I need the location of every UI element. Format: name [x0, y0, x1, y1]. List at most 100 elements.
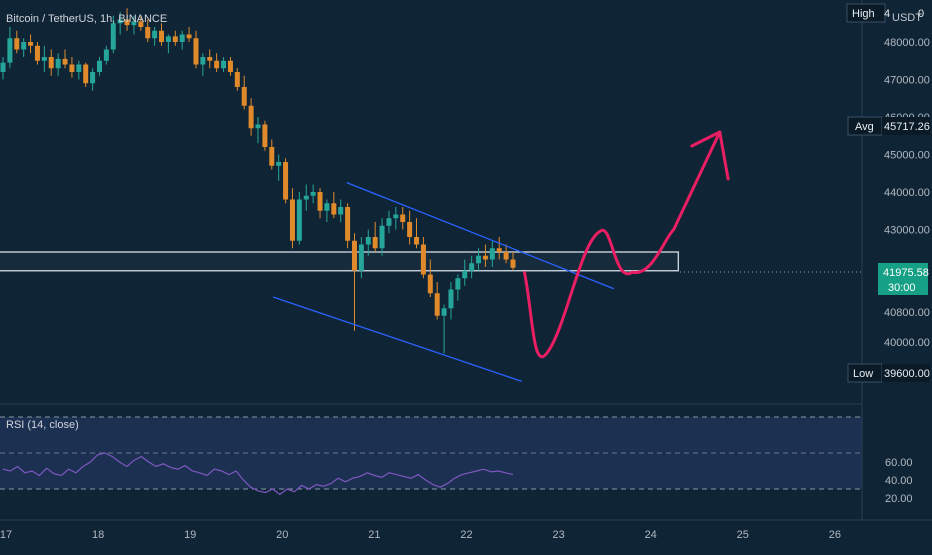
candle-body [496, 248, 502, 252]
candle-body [420, 244, 426, 275]
candle-body [138, 21, 144, 27]
candle-body [482, 255, 488, 260]
price-tick-label: 48000.00 [884, 37, 930, 49]
rsi-tick-label: 60.00 [885, 457, 913, 469]
rsi-title: RSI (14, close) [6, 419, 79, 431]
rsi-axis[interactable]: 60.00 40.00 20.00 [885, 457, 913, 505]
candle-body [338, 207, 344, 215]
price-tick-label: 43000.00 [884, 225, 930, 237]
candle-body [21, 42, 27, 50]
candle-body [159, 30, 165, 42]
avg-value-badge [882, 117, 930, 135]
candle-body [90, 72, 96, 84]
rsi-tick-label: 40.00 [885, 475, 913, 487]
candle-body [345, 207, 351, 241]
candle-body [48, 57, 54, 69]
candle-body [407, 222, 413, 237]
candle-body [179, 34, 185, 42]
candle-body [207, 57, 213, 61]
candle-body [400, 214, 406, 222]
candle-body [476, 255, 482, 264]
avg-label: Avg [855, 121, 874, 133]
candle-body [62, 58, 68, 65]
candle-body [276, 162, 282, 166]
candle-body [455, 278, 461, 290]
price-tick-label: 45000.00 [884, 150, 930, 162]
time-tick-label: 20 [276, 529, 288, 541]
candle-body [255, 124, 261, 129]
candle-body [103, 49, 109, 61]
price-tick-label: 44000.00 [884, 187, 930, 199]
candle-body [434, 293, 440, 316]
candle-body [214, 60, 220, 69]
drawings-layer [272, 130, 730, 382]
time-tick-label: 23 [552, 529, 564, 541]
candle-body [296, 199, 302, 241]
channel-upper-line [346, 182, 615, 290]
high-label: High [852, 8, 875, 20]
candle-body [55, 58, 61, 69]
candle-body [303, 195, 309, 200]
currency-label: USDT [892, 12, 922, 24]
candle-body [283, 162, 289, 200]
time-tick-label: 24 [645, 529, 657, 541]
candle-body [186, 34, 192, 39]
candle-body [379, 225, 385, 249]
time-tick-label: 19 [184, 529, 196, 541]
candle-body [200, 57, 206, 65]
candle-body [441, 308, 447, 316]
rsi-tick-label: 20.00 [885, 493, 913, 505]
candle-body [358, 244, 364, 271]
forecast-arrow-path [523, 130, 722, 359]
candle-body [289, 199, 295, 241]
low-value-badge [882, 364, 930, 382]
candle-body [393, 214, 399, 219]
time-tick-label: 26 [829, 529, 841, 541]
rsi-line [2, 452, 514, 496]
candle-body [503, 252, 509, 260]
rsi-layer [2, 452, 514, 496]
candle-body [262, 124, 268, 147]
zone-layer [0, 251, 680, 272]
candle-body [351, 240, 357, 271]
candle-body [131, 21, 137, 26]
candle-body [221, 60, 227, 69]
channel-lower-line [272, 296, 522, 382]
high-value-suffix: 0 [918, 8, 924, 20]
candle-body [110, 23, 116, 50]
candle-body [96, 60, 102, 72]
time-axis[interactable]: 17 18 19 20 21 22 23 24 25 26 [0, 529, 841, 541]
candle-body [365, 237, 371, 245]
candle-body [28, 42, 34, 46]
rsi-band [0, 417, 862, 489]
candle-body [510, 259, 516, 268]
time-tick-label: 18 [92, 529, 104, 541]
forecast-arrow-head [690, 130, 730, 181]
candle-body [269, 147, 275, 166]
candle-body [469, 263, 475, 271]
candle-body [462, 270, 468, 279]
candle-body [372, 237, 378, 249]
candle-body [0, 62, 6, 72]
candle-body [241, 87, 247, 106]
candle-body [414, 237, 420, 245]
candle-body [69, 64, 75, 72]
time-tick-label: 22 [460, 529, 472, 541]
candles-layer [0, 8, 516, 354]
candle-body [317, 192, 323, 211]
candle-body [117, 19, 123, 24]
candle-body [124, 19, 130, 26]
candle-body [145, 27, 151, 39]
candle-body [310, 192, 316, 196]
candle-body [14, 38, 20, 50]
price-tick-label: 47000.00 [884, 75, 930, 87]
high-badge [846, 3, 886, 23]
bar-countdown: 30:00 [888, 282, 916, 294]
price-tick-label: 40800.00 [884, 307, 930, 319]
low-label: Low [853, 368, 873, 380]
candle-body [234, 72, 240, 87]
candle-body [248, 105, 254, 129]
candle-body [324, 203, 330, 211]
